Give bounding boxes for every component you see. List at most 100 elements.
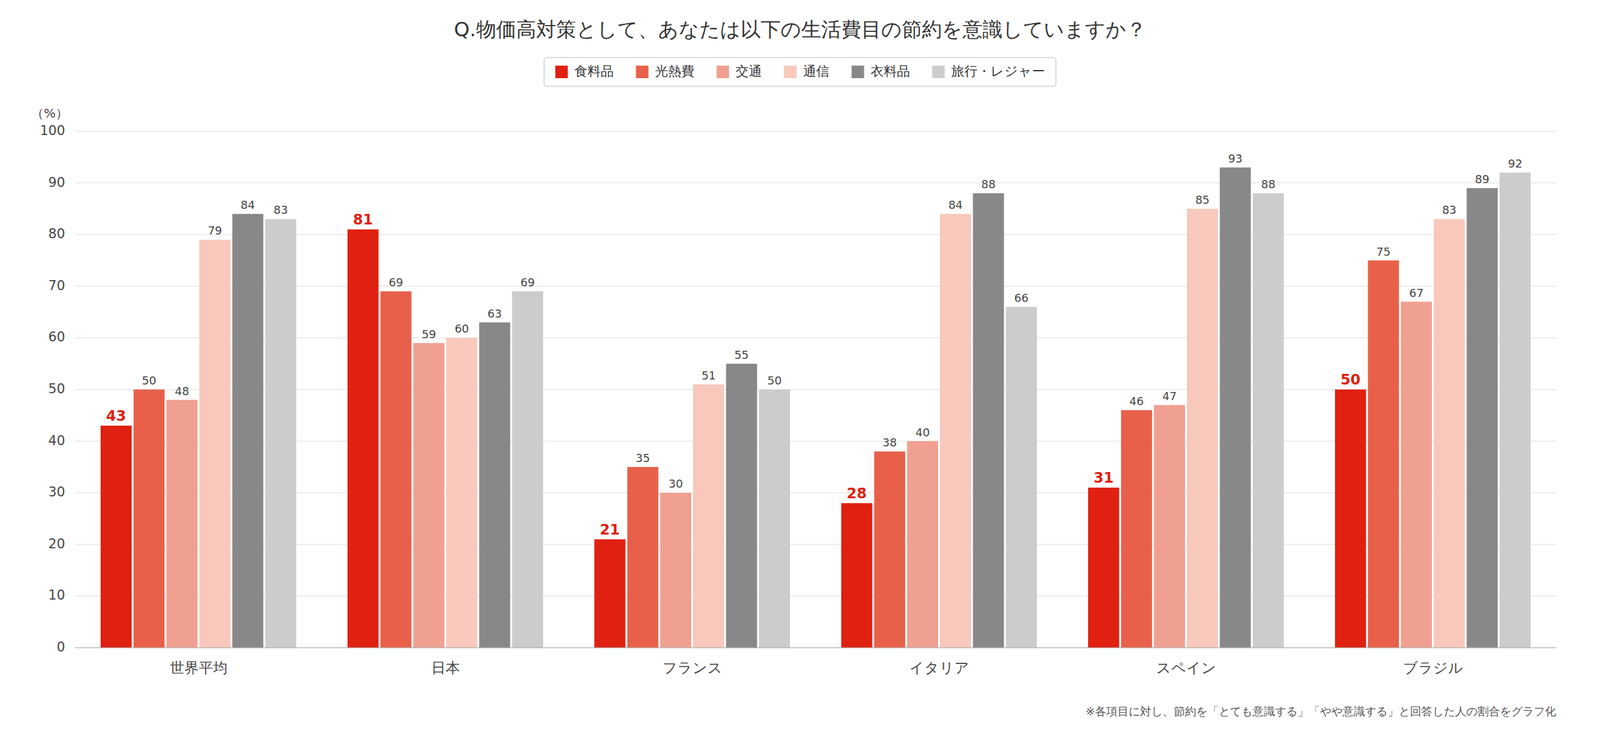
y-tick-label: 0 xyxy=(56,639,65,655)
grid-line xyxy=(75,492,1557,494)
data-label: 48 xyxy=(175,384,190,398)
x-tick-label: 世界平均 xyxy=(170,659,228,676)
bar xyxy=(940,213,972,648)
bar xyxy=(347,229,379,648)
bar xyxy=(413,343,445,648)
data-label: 84 xyxy=(948,198,963,212)
data-label: 38 xyxy=(882,435,897,449)
data-label: 81 xyxy=(353,211,374,228)
data-label: 89 xyxy=(1475,172,1490,186)
bar xyxy=(1252,193,1284,648)
grid-line xyxy=(75,595,1557,597)
y-tick-label: 40 xyxy=(48,433,65,449)
bar xyxy=(133,389,165,648)
x-tick-label: イタリア xyxy=(909,659,970,676)
x-tick-label: フランス xyxy=(662,659,723,676)
bar xyxy=(100,425,132,648)
data-label: 50 xyxy=(141,373,157,387)
y-axis: 0102030405060708090100 xyxy=(40,123,65,655)
bar xyxy=(1121,410,1153,648)
bar xyxy=(1400,301,1432,648)
legend-swatch xyxy=(932,65,945,79)
y-tick-label: 80 xyxy=(48,226,65,242)
y-tick-label: 20 xyxy=(48,536,65,552)
x-tick-label: 日本 xyxy=(431,659,460,676)
grid-line xyxy=(75,337,1557,339)
data-labels: 4381212831505069353846754859304047677960… xyxy=(106,151,1523,538)
bar xyxy=(973,193,1005,648)
data-label: 47 xyxy=(1162,389,1177,403)
grid-line xyxy=(75,131,1557,132)
bar xyxy=(758,389,790,648)
bar xyxy=(380,291,412,648)
data-label: 88 xyxy=(981,177,996,191)
data-label: 59 xyxy=(421,327,437,341)
data-label: 55 xyxy=(734,348,749,362)
grid xyxy=(75,131,1557,648)
bar xyxy=(166,400,198,648)
bar xyxy=(1005,306,1037,648)
grid-line xyxy=(75,285,1557,287)
data-label: 35 xyxy=(635,451,650,465)
bar xyxy=(1466,188,1499,648)
data-label: 63 xyxy=(487,306,502,320)
data-label: 83 xyxy=(273,203,289,217)
bars xyxy=(100,167,1531,648)
legend: 食料品光熱費交通通信衣料品旅行・レジャー xyxy=(544,57,1057,87)
data-label: 50 xyxy=(1340,371,1361,388)
data-label: 79 xyxy=(207,223,222,237)
data-label: 30 xyxy=(668,476,684,490)
bar xyxy=(726,363,758,648)
data-label: 28 xyxy=(846,485,867,502)
bar xyxy=(627,466,659,648)
bar xyxy=(594,539,626,648)
data-label: 69 xyxy=(388,275,404,289)
y-tick-label: 70 xyxy=(48,278,65,294)
bar xyxy=(1335,389,1367,648)
legend-label: 衣料品 xyxy=(870,63,910,79)
data-label: 21 xyxy=(600,521,620,538)
legend-label: 通信 xyxy=(803,63,830,79)
legend-swatch xyxy=(636,65,649,79)
grid-line xyxy=(75,647,1557,649)
bar xyxy=(1153,405,1185,648)
data-label: 40 xyxy=(915,425,930,439)
bar xyxy=(1433,218,1465,648)
data-label: 84 xyxy=(240,198,255,212)
legend-label: 旅行・レジャー xyxy=(951,63,1045,79)
bar xyxy=(1368,260,1400,649)
data-label: 69 xyxy=(520,275,535,289)
x-tick-label: ブラジル xyxy=(1403,659,1464,676)
bar xyxy=(232,213,264,648)
x-axis-line xyxy=(75,647,1557,649)
bar xyxy=(265,218,297,648)
y-tick-label: 10 xyxy=(48,587,65,603)
data-label: 46 xyxy=(1129,394,1144,408)
grid-line xyxy=(75,389,1557,390)
data-label: 93 xyxy=(1228,151,1243,165)
bar xyxy=(479,322,511,648)
data-label: 43 xyxy=(106,407,127,424)
bar xyxy=(1220,167,1252,648)
bar xyxy=(511,291,544,648)
data-label: 31 xyxy=(1093,469,1114,486)
data-label: 66 xyxy=(1014,291,1029,305)
bar xyxy=(1186,208,1219,648)
data-label: 67 xyxy=(1409,286,1424,300)
legend-label: 光熱費 xyxy=(655,63,695,79)
bar xyxy=(693,384,725,648)
x-tick-label: スペイン xyxy=(1156,659,1217,676)
legend-swatch xyxy=(716,65,730,79)
y-tick-label: 30 xyxy=(48,484,65,500)
y-axis-label: （%） xyxy=(31,105,69,121)
bar xyxy=(446,337,478,648)
bar xyxy=(199,239,231,648)
grid-line xyxy=(75,543,1557,545)
bar xyxy=(874,451,906,648)
background xyxy=(0,0,1600,729)
legend-label: 食料品 xyxy=(574,63,614,79)
y-tick-label: 50 xyxy=(48,381,65,397)
y-tick-label: 60 xyxy=(48,329,65,345)
grid-line xyxy=(75,440,1557,442)
page: {"chart_data": { "type": "bar", "title":… xyxy=(0,0,1600,729)
